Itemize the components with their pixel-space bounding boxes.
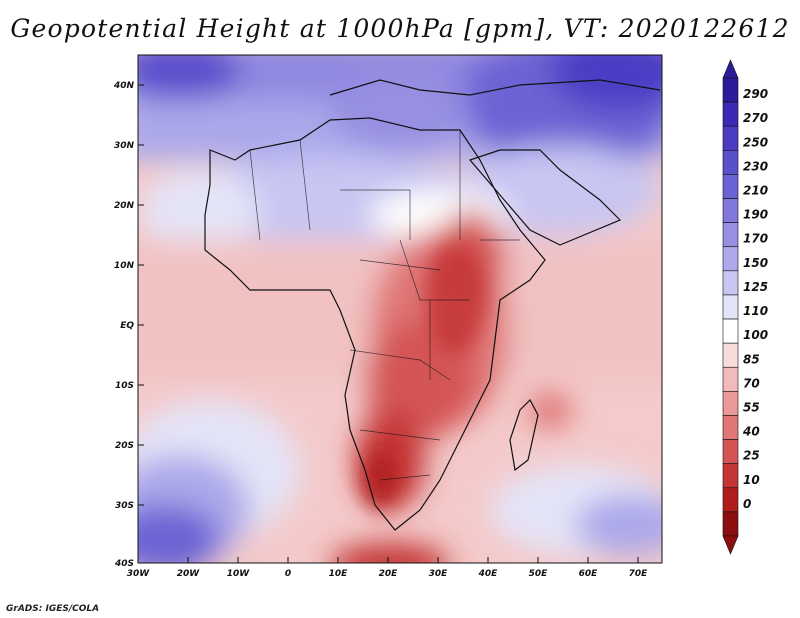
colorbar-segment [722, 222, 739, 248]
colorbar-segment [722, 150, 739, 175]
axis-ticks [137, 84, 639, 564]
lon-label: 20E [379, 569, 399, 579]
lat-label: 20N [114, 201, 135, 211]
colorbar-segment [722, 101, 739, 127]
colorbar-label: 40 [742, 425, 760, 439]
lon-label: 70E [629, 569, 649, 579]
colorbar-segment [722, 366, 739, 392]
colorbar-segment [722, 391, 739, 416]
lon-label: 10E [329, 569, 349, 579]
lon-label: 30E [429, 569, 449, 579]
colorbar-segment [722, 125, 739, 151]
colorbar-segment [722, 342, 739, 368]
colorbar-label: 210 [743, 184, 768, 198]
lat-label: 30N [114, 141, 135, 151]
coastlines [204, 79, 661, 531]
colorbar-segment [722, 294, 739, 320]
colorbar-segment [722, 463, 739, 489]
colorbar-segment [722, 318, 739, 344]
lat-label: EQ [120, 321, 134, 331]
colorbar: 2902702502302101901701501251101008570554… [722, 59, 768, 555]
colorbar-label: 125 [743, 280, 768, 294]
colorbar-label: 10 [743, 473, 760, 487]
colorbar-label: 100 [743, 328, 768, 342]
colorbar-segment [722, 174, 739, 199]
colorbar-segment [722, 77, 739, 103]
colorbar-segment [722, 439, 739, 464]
colorbar-segment [722, 270, 739, 296]
colorbar-label: 190 [743, 208, 768, 222]
colorbar-label: 110 [743, 304, 768, 318]
colorbar-segment [722, 487, 739, 513]
lat-label: 40S [114, 559, 134, 569]
height-field [138, 55, 662, 563]
colorbar-segment [722, 246, 739, 272]
colorbar-label: 150 [743, 256, 768, 270]
colorbar-label: 250 [743, 135, 768, 149]
colorbar-label: 85 [743, 352, 760, 366]
lat-label: 40N [113, 81, 135, 91]
lat-label: 20S [115, 441, 134, 451]
lon-label: 20W [177, 569, 201, 579]
colorbar-min-arrow [722, 535, 739, 555]
lat-label: 30S [115, 501, 134, 511]
country-borders [249, 130, 520, 481]
lon-label: 0 [285, 569, 291, 579]
lon-label: 10W [227, 569, 251, 579]
colorbar-label: 70 [743, 376, 760, 390]
colorbar-label: 230 [743, 159, 768, 173]
colorbar-max-arrow [722, 59, 739, 79]
lon-label: 60E [579, 569, 599, 579]
colorbar-label: 270 [743, 111, 768, 125]
lon-label: 30W [127, 569, 151, 579]
colorbar-label: 25 [743, 449, 760, 463]
colorbar-label: 0 [743, 497, 751, 511]
lon-label: 40E [478, 569, 499, 579]
colorbar-label: 170 [743, 232, 768, 246]
colorbar-segment [722, 415, 739, 440]
colorbar-label: 55 [743, 400, 760, 414]
lon-label: 50E [529, 569, 549, 579]
lat-label: 10S [115, 381, 134, 391]
colorbar-segment [722, 198, 739, 223]
map-title: Geopotential Height at 1000hPa [gpm], VT… [10, 14, 790, 43]
map-frame [137, 54, 663, 564]
colorbar-label: 290 [743, 87, 768, 101]
lat-label: 10N [114, 261, 135, 271]
colorbar-segment [722, 511, 739, 537]
grads-credit: GrADS: IGES/COLA [6, 604, 100, 614]
